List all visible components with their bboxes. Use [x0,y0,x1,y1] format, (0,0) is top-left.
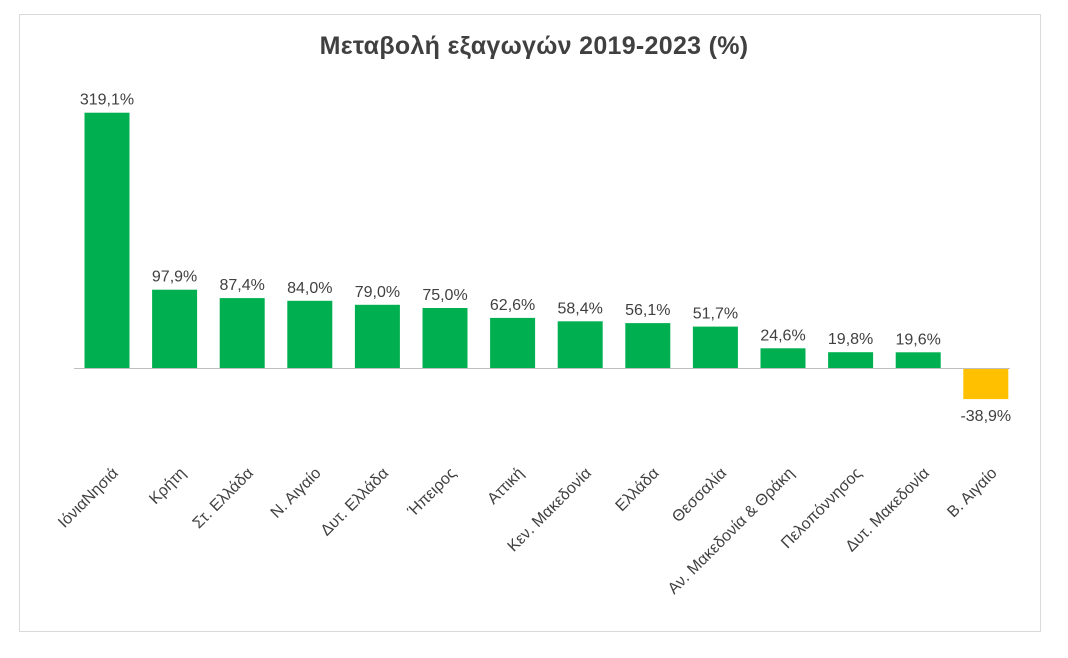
data-label: -38,9% [960,408,1011,425]
chart-title: Μεταβολή εξαγωγών 2019-2023 (%) [319,32,749,60]
category-label: Στ. Ελλάδα [190,465,257,532]
data-label: 319,1% [80,92,134,109]
data-label: 62,6% [490,297,535,314]
data-label: 79,0% [355,284,400,301]
data-label: 24,6% [760,327,805,344]
data-label: 19,6% [896,331,941,348]
category-label: Ν. Αιγαίο [268,465,325,522]
data-label: 84,0% [287,280,332,297]
data-label: 58,4% [558,300,603,317]
bar [625,323,671,368]
data-label: 19,8% [828,331,873,348]
category-label: Β. Αιγαίο [944,465,1000,521]
category-label: Ήπειρος [404,465,460,521]
category-label: ΙόνιαΝησιά [55,465,122,532]
bar [963,368,1009,400]
category-label: Δυτ. Ελλάδα [318,465,393,540]
bar [84,112,130,368]
category-label: Κρήτη [146,465,189,508]
data-label: 56,1% [625,302,670,319]
data-label: 51,7% [693,306,738,323]
category-label: Ελλάδα [613,465,663,515]
bar [760,348,806,368]
bar [152,289,198,368]
bar [422,308,468,368]
bar [895,352,941,368]
bar [219,298,265,368]
data-label: 75,0% [422,287,467,304]
bar [828,352,874,368]
bar [354,304,400,368]
category-label: Αν. Μακεδονία & Θράκη [665,465,798,598]
data-label: 87,4% [220,277,265,294]
category-label: Θεσσαλία [669,465,730,526]
bar [557,321,603,368]
data-label: 97,9% [152,269,197,286]
bar [490,317,536,368]
category-label: Αττική [484,465,527,508]
bar [287,300,333,368]
bar [692,326,738,368]
